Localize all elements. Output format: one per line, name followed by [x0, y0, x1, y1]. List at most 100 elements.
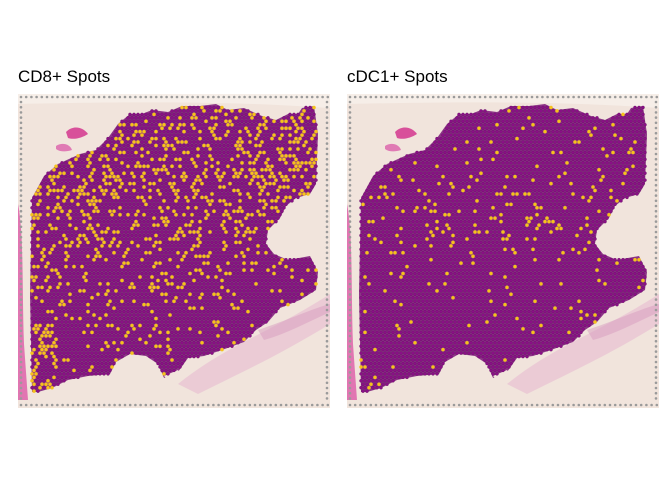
highlighted-spot — [274, 199, 278, 203]
highlighted-spot — [559, 226, 563, 231]
highlighted-spot — [288, 167, 292, 172]
highlighted-spot — [413, 244, 417, 248]
highlighted-spot — [86, 240, 90, 245]
highlighted-spot — [258, 123, 262, 127]
highlighted-spot — [581, 195, 585, 200]
highlighted-spot — [160, 216, 164, 220]
highlighted-spot — [188, 230, 192, 234]
highlighted-spot — [525, 223, 529, 227]
highlighted-spot — [373, 237, 377, 241]
highlighted-spot — [106, 289, 110, 293]
highlighted-spot — [359, 358, 363, 362]
highlighted-spot — [226, 330, 230, 335]
highlighted-spot — [68, 209, 72, 214]
highlighted-spot — [192, 195, 196, 200]
highlighted-spot — [140, 147, 144, 151]
highlighted-spot — [134, 150, 138, 155]
highlighted-spot — [118, 178, 122, 182]
highlighted-spot — [557, 223, 561, 227]
highlighted-spot — [92, 195, 96, 200]
highlighted-spot — [228, 271, 232, 276]
highlighted-spot — [389, 167, 393, 172]
highlighted-spot — [284, 161, 288, 165]
highlighted-spot — [120, 264, 124, 269]
highlighted-spot — [381, 216, 385, 220]
highlighted-spot — [577, 251, 581, 255]
highlighted-spot — [196, 147, 200, 151]
highlighted-spot — [475, 178, 479, 182]
highlighted-spot — [122, 171, 126, 175]
highlighted-spot — [248, 112, 252, 117]
highlighted-spot — [114, 178, 118, 182]
highlighted-spot — [258, 192, 262, 196]
highlighted-spot — [64, 195, 68, 200]
highlighted-spot — [363, 309, 367, 314]
highlighted-spot — [52, 209, 56, 214]
highlighted-spot — [280, 133, 284, 137]
highlighted-spot — [210, 164, 214, 169]
highlighted-spot — [110, 192, 114, 196]
highlighted-spot — [198, 136, 202, 141]
highlighted-spot — [276, 188, 280, 193]
highlighted-spot — [96, 237, 100, 241]
highlighted-spot — [40, 251, 44, 255]
highlighted-spot — [457, 209, 461, 214]
highlighted-spot — [36, 264, 40, 269]
highlighted-spot — [172, 174, 176, 179]
highlighted-spot — [38, 351, 42, 355]
highlighted-spot — [44, 230, 48, 234]
highlighted-spot — [126, 247, 130, 252]
highlighted-spot — [172, 147, 176, 151]
highlighted-spot — [435, 164, 439, 169]
highlighted-spot — [156, 223, 160, 227]
highlighted-spot — [200, 105, 204, 110]
highlighted-spot — [264, 202, 268, 207]
highlighted-spot — [198, 233, 202, 238]
highlighted-spot — [52, 174, 56, 179]
highlighted-spot — [447, 226, 451, 231]
highlighted-spot — [601, 147, 605, 151]
highlighted-spot — [230, 123, 234, 127]
highlighted-spot — [138, 164, 142, 169]
highlighted-spot — [503, 185, 507, 189]
highlighted-spot — [292, 167, 296, 172]
highlighted-spot — [250, 171, 254, 175]
highlighted-spot — [160, 209, 164, 214]
highlighted-spot — [34, 323, 38, 328]
highlighted-spot — [210, 199, 214, 203]
highlighted-spot — [50, 268, 54, 272]
highlighted-spot — [531, 330, 535, 335]
highlighted-spot — [96, 209, 100, 214]
highlighted-spot — [54, 316, 58, 321]
highlighted-spot — [246, 150, 250, 155]
highlighted-spot — [202, 143, 206, 148]
highlighted-spot — [232, 174, 236, 179]
highlighted-spot — [128, 285, 132, 290]
highlighted-spot — [533, 257, 537, 262]
highlighted-spot — [166, 171, 170, 175]
highlighted-spot — [136, 244, 140, 248]
highlighted-spot — [489, 216, 493, 220]
highlighted-spot — [597, 167, 601, 172]
highlighted-spot — [535, 164, 539, 169]
highlighted-spot — [46, 323, 50, 328]
highlighted-spot — [200, 340, 204, 345]
highlighted-spot — [284, 174, 288, 179]
highlighted-spot — [248, 154, 252, 158]
highlighted-spot — [242, 337, 246, 342]
highlighted-spot — [194, 206, 198, 210]
highlighted-spot — [120, 161, 124, 165]
highlighted-spot — [150, 289, 154, 293]
highlighted-spot — [176, 230, 180, 234]
highlighted-spot — [272, 264, 276, 269]
highlighted-spot — [136, 209, 140, 214]
highlighted-spot — [363, 275, 367, 279]
highlighted-spot — [593, 188, 597, 193]
highlighted-spot — [216, 161, 220, 165]
highlighted-spot — [561, 251, 565, 255]
highlighted-spot — [250, 268, 254, 272]
highlighted-spot — [433, 202, 437, 207]
highlighted-spot — [124, 251, 128, 255]
highlighted-spot — [46, 212, 50, 217]
highlighted-spot — [60, 188, 64, 193]
